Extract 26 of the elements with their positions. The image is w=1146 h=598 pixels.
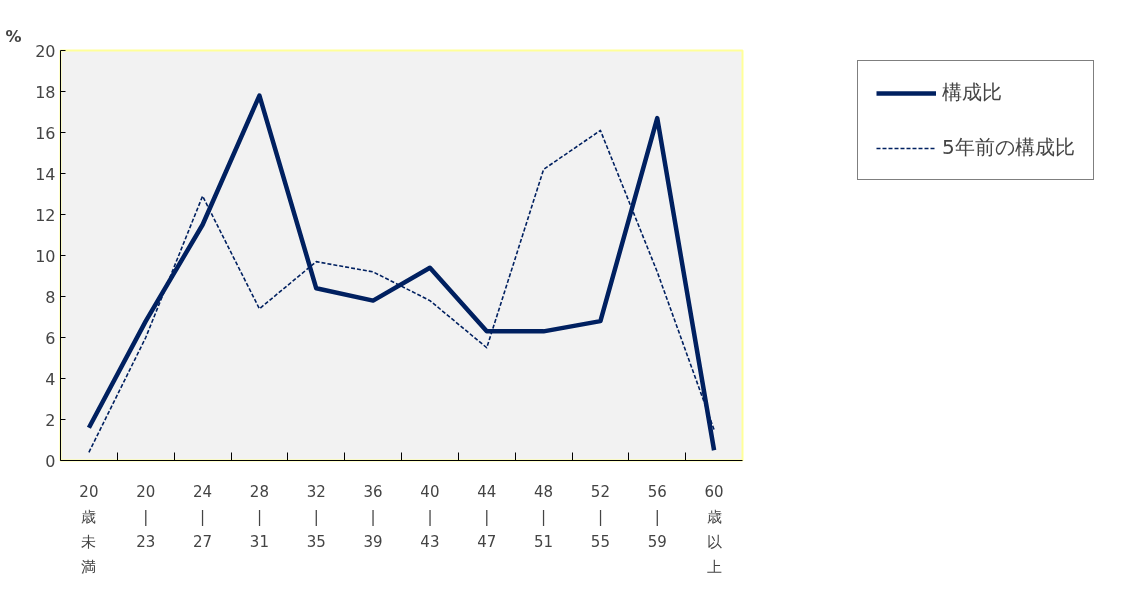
x-tick-label: 44|47 (477, 482, 497, 551)
y-axis-title: % (5, 26, 22, 46)
y-tick-label: 4 (45, 369, 56, 389)
legend-label: 5年前の構成比 (942, 134, 1075, 161)
x-tick-label: 32|35 (306, 482, 326, 551)
x-tick-label: 28|31 (249, 482, 269, 551)
x-tick-label: 24|27 (193, 482, 213, 551)
x-tick-label: 20|23 (136, 482, 156, 551)
x-tick-label: 40|43 (420, 482, 440, 551)
x-tick-label: 56|59 (647, 482, 667, 551)
x-tick-label: 20歳未満 (79, 482, 99, 577)
y-tick-label: 2 (45, 410, 56, 430)
x-tick-label: 36|39 (363, 482, 383, 551)
legend-label: 構成比 (942, 79, 1002, 106)
y-tick-label: 20 (35, 41, 56, 61)
y-tick-label: 0 (45, 451, 56, 471)
y-tick-label: 8 (45, 287, 56, 307)
y-tick-label: 10 (35, 246, 56, 266)
x-tick-label: 52|55 (590, 482, 610, 551)
y-tick-label: 16 (35, 123, 56, 143)
y-tick-label: 6 (45, 328, 56, 348)
x-tick-label: 60歳以上 (704, 482, 724, 577)
y-tick-label: 14 (35, 164, 56, 184)
x-tick-label: 48|51 (534, 482, 554, 551)
y-tick-label: 18 (35, 82, 56, 102)
y-tick-label: 12 (35, 205, 56, 225)
